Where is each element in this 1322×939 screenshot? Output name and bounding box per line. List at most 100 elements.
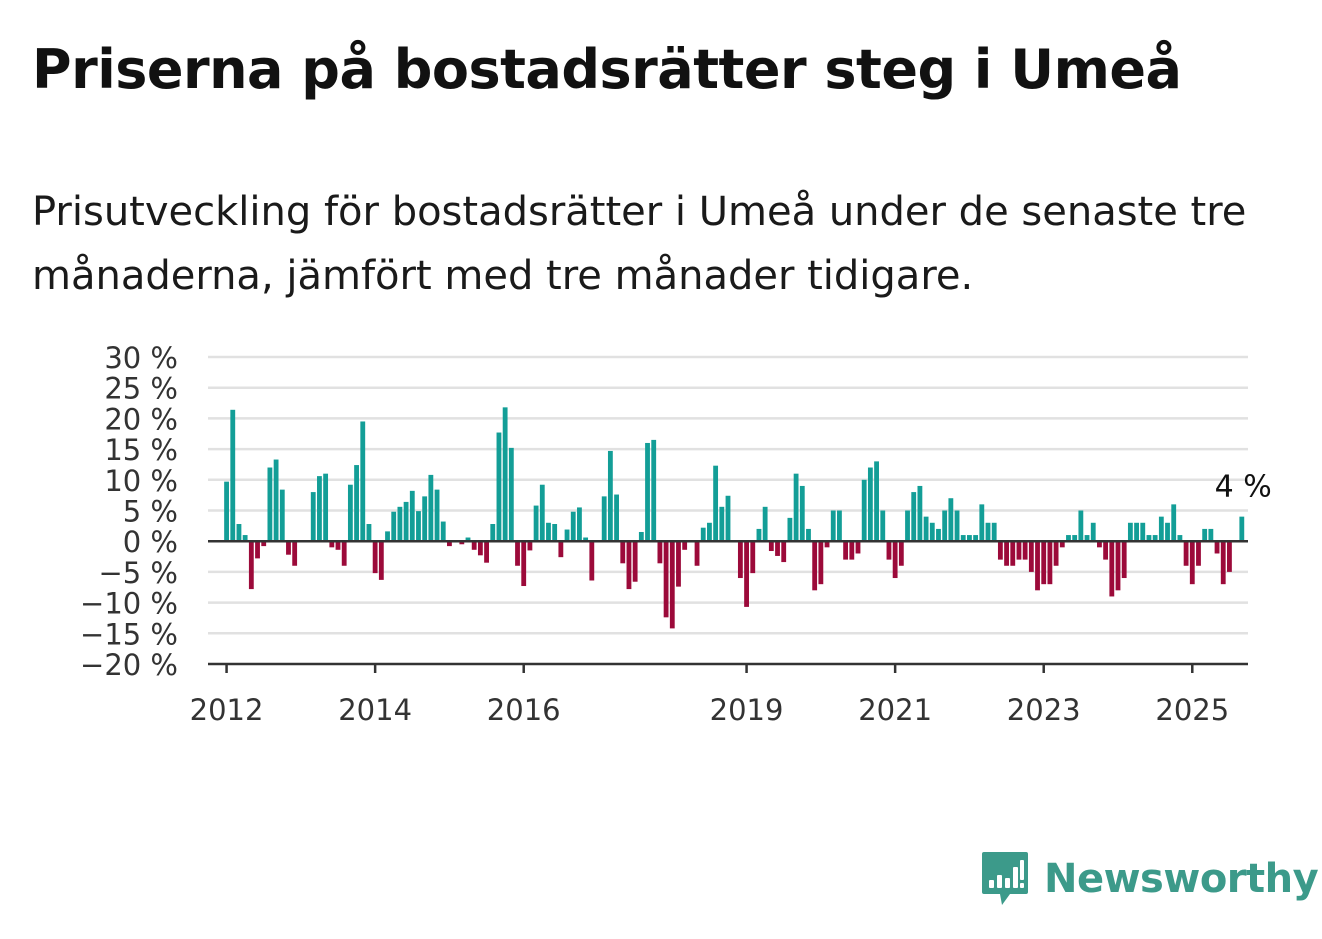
bar xyxy=(1146,535,1152,542)
bar xyxy=(1239,516,1245,542)
bar xyxy=(1227,541,1232,572)
bar xyxy=(434,489,440,542)
bar xyxy=(224,481,229,542)
brand-name: Newsworthy xyxy=(1044,856,1319,902)
bar xyxy=(1103,541,1109,560)
bar xyxy=(1097,541,1102,548)
bar xyxy=(372,541,378,574)
bar xyxy=(917,485,923,542)
bar xyxy=(960,535,966,542)
bar xyxy=(292,541,298,566)
bar xyxy=(248,541,254,590)
bar xyxy=(997,541,1003,560)
bar xyxy=(911,492,917,542)
bar xyxy=(824,541,830,548)
bar xyxy=(1066,535,1071,542)
bar xyxy=(323,473,329,542)
bar xyxy=(713,465,719,542)
y-axis-tick-labels: 30 %25 %20 %15 %10 %5 %0 %−5 %−10 %−15 %… xyxy=(80,341,178,682)
bar xyxy=(886,541,892,560)
bar xyxy=(837,510,842,542)
bar xyxy=(614,494,619,542)
bar xyxy=(335,541,341,550)
bar xyxy=(1053,541,1059,566)
bar xyxy=(1171,504,1177,542)
bar xyxy=(762,506,768,542)
bar xyxy=(515,541,520,566)
bar xyxy=(422,496,428,542)
newsworthy-logo: Newsworthy xyxy=(980,850,1319,908)
bar xyxy=(849,541,855,560)
bar xyxy=(1109,541,1115,597)
bar xyxy=(447,541,452,547)
y-tick-label: 20 % xyxy=(104,402,178,436)
bar xyxy=(459,541,465,545)
bar xyxy=(1158,516,1164,542)
bar xyxy=(1010,541,1016,566)
bar xyxy=(967,535,972,542)
y-tick-label: 25 % xyxy=(104,372,178,406)
bar xyxy=(626,541,632,590)
bar xyxy=(781,541,787,563)
bar xyxy=(787,517,793,542)
bar xyxy=(477,541,483,556)
bar xyxy=(558,541,564,558)
bar xyxy=(1165,522,1170,542)
x-tick-label: 2023 xyxy=(1007,693,1081,727)
bar xyxy=(484,541,489,563)
bar xyxy=(533,505,539,542)
bar xyxy=(564,529,570,542)
bar xyxy=(546,522,551,542)
bar xyxy=(230,409,236,542)
bar xyxy=(279,489,285,542)
bar xyxy=(570,511,576,542)
last-value-annotation: 4 % xyxy=(1215,470,1272,505)
bar xyxy=(1078,510,1084,542)
y-tick-label: 0 % xyxy=(123,525,178,559)
bar xyxy=(806,528,811,542)
bar xyxy=(397,506,403,542)
bar xyxy=(317,476,322,542)
bar xyxy=(985,522,991,542)
bar xyxy=(843,541,849,560)
bar xyxy=(1134,522,1139,542)
x-tick-label: 2019 xyxy=(710,693,784,727)
x-tick-label: 2016 xyxy=(487,693,561,727)
bar xyxy=(310,492,316,542)
bar xyxy=(577,507,582,542)
bar xyxy=(471,541,477,550)
bar xyxy=(1115,541,1121,591)
y-tick-label: 5 % xyxy=(123,495,178,529)
bar xyxy=(657,541,663,564)
bar xyxy=(347,484,353,542)
bar xyxy=(391,511,397,542)
bar xyxy=(645,442,650,542)
bar xyxy=(440,521,446,542)
bar xyxy=(929,522,935,542)
bar xyxy=(255,541,260,559)
x-tick-label: 2021 xyxy=(858,693,932,727)
bar xyxy=(725,495,731,542)
bar xyxy=(1047,541,1053,585)
bar xyxy=(267,467,273,542)
bar xyxy=(552,524,558,542)
bar xyxy=(936,528,941,542)
bar xyxy=(378,541,384,580)
bar xyxy=(793,473,799,542)
bar xyxy=(1202,528,1208,542)
bar xyxy=(329,541,335,548)
y-tick-label: −15 % xyxy=(80,617,178,651)
bar xyxy=(341,541,347,566)
bar xyxy=(1220,541,1226,585)
bar xyxy=(1072,535,1078,542)
bar xyxy=(1035,541,1040,591)
bar xyxy=(539,484,545,542)
bar xyxy=(861,479,867,542)
bar xyxy=(744,541,749,607)
bar xyxy=(496,432,502,542)
bar xyxy=(242,535,248,542)
bar xyxy=(1041,541,1047,585)
bar xyxy=(905,510,910,542)
bar xyxy=(1127,522,1133,542)
bar xyxy=(1140,522,1146,542)
